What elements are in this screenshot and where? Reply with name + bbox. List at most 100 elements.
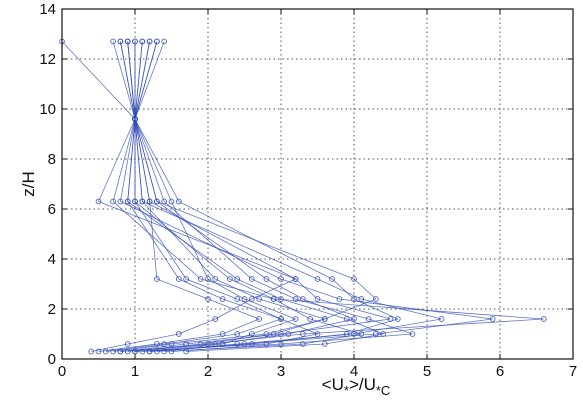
data-point [95, 348, 102, 355]
data-point [321, 341, 328, 347]
data-point [227, 276, 233, 282]
y-tick-labels: 0 2 4 6 8 10 12 14 [39, 1, 56, 368]
data-point [394, 316, 401, 322]
data-point [380, 331, 387, 337]
data-point [132, 348, 138, 355]
data-point [248, 331, 255, 337]
data-point [263, 276, 270, 282]
data-point [132, 116, 138, 122]
data-point [292, 296, 299, 302]
data-point [132, 38, 138, 45]
profile-series [124, 38, 445, 355]
data-point [205, 296, 211, 302]
data-point [234, 331, 241, 337]
data-point [168, 198, 175, 205]
data-point [234, 276, 241, 282]
data-point [161, 38, 168, 45]
data-point [117, 198, 124, 205]
data-point [351, 331, 357, 337]
y-tick-label: 14 [39, 1, 56, 18]
data-point [183, 276, 189, 282]
y-tick-label: 4 [48, 251, 56, 268]
x-tick-label: 7 [569, 363, 577, 380]
x-tick-label: 3 [277, 363, 285, 380]
data-layer [59, 38, 547, 355]
data-point [146, 198, 153, 205]
x-tick-label: 5 [423, 363, 431, 380]
x-tick-label: 0 [58, 363, 66, 380]
data-point [175, 198, 182, 205]
data-point [234, 296, 241, 302]
data-point [248, 276, 255, 282]
data-point [154, 276, 160, 282]
data-point [139, 198, 146, 205]
data-point [88, 348, 95, 355]
data-point [314, 276, 321, 282]
profile-series [124, 38, 547, 355]
data-point [248, 296, 255, 302]
profile-line [113, 41, 377, 352]
data-point [278, 316, 284, 322]
data-point [154, 341, 160, 347]
y-tick-label: 8 [48, 151, 56, 168]
data-point [285, 331, 292, 337]
data-point [351, 316, 357, 322]
y-axis-label: z/H [19, 171, 38, 197]
profile-line [127, 41, 327, 352]
data-point [343, 316, 350, 322]
x-tick-labels: 0 1 2 3 4 5 6 7 [58, 363, 577, 380]
data-point [212, 341, 219, 347]
data-point [124, 38, 131, 45]
data-point [161, 198, 168, 205]
data-point [124, 341, 131, 347]
data-point [146, 348, 153, 355]
data-point [270, 296, 277, 302]
data-point [139, 38, 146, 45]
data-point [292, 276, 299, 282]
data-point [351, 276, 357, 282]
plot-frame [61, 8, 574, 360]
data-point [197, 276, 204, 282]
data-point [300, 296, 306, 302]
data-point [409, 331, 416, 337]
data-point [365, 316, 372, 322]
data-point [102, 348, 109, 355]
y-tick-label: 6 [48, 201, 56, 218]
profile-series [132, 38, 299, 355]
data-point [95, 198, 102, 205]
data-point [321, 316, 328, 322]
data-point [278, 276, 284, 282]
data-point [234, 341, 241, 347]
data-point [314, 296, 321, 302]
y-tick-label: 2 [48, 301, 56, 318]
data-point [219, 331, 226, 337]
y-tick-label: 0 [48, 351, 56, 368]
data-point [146, 38, 153, 45]
data-point [154, 198, 160, 205]
x-tick-label: 4 [350, 363, 358, 380]
profile-line [127, 41, 442, 352]
y-tick-label: 12 [39, 51, 56, 68]
profile-line [134, 41, 297, 352]
data-point [351, 296, 357, 302]
y-tick-label: 10 [39, 101, 56, 118]
data-point [183, 348, 189, 355]
data-point [124, 198, 131, 205]
grid [62, 9, 573, 359]
data-point [241, 296, 248, 302]
profile-line [134, 41, 319, 352]
data-point [358, 331, 365, 337]
profile-series [117, 38, 394, 355]
data-point [256, 296, 262, 302]
profile-series [59, 38, 299, 355]
profile-series [102, 38, 284, 355]
data-point [329, 276, 335, 282]
profile-line [119, 41, 493, 352]
data-point [175, 331, 182, 337]
data-point [110, 198, 116, 205]
data-point [117, 38, 124, 45]
data-point [373, 296, 379, 302]
profile-line [98, 41, 261, 352]
data-point [161, 348, 168, 355]
data-point [300, 341, 306, 347]
